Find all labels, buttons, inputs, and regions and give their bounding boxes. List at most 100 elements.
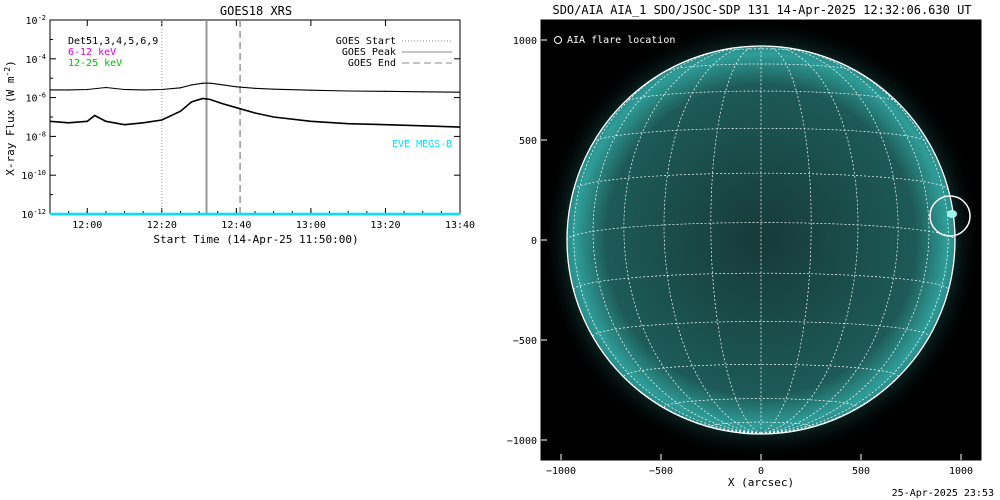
goes-series-point-0 xyxy=(254,87,256,89)
aia-y-tick-label: 0 xyxy=(531,236,537,247)
legend-goes-end: GOES End xyxy=(348,58,396,69)
goes-series-point-0 xyxy=(220,84,223,86)
goes-series-point-1 xyxy=(347,123,349,125)
legend-circle-icon xyxy=(554,36,562,44)
goes-series-point-0 xyxy=(68,89,70,91)
grid-meridian xyxy=(663,45,762,434)
goes-series-point-0 xyxy=(142,89,144,91)
aia-x-tick-label: −1000 xyxy=(546,466,576,477)
goes-series-point-0 xyxy=(235,86,237,88)
flare-bright-spot xyxy=(947,210,957,218)
goes-series-point-2 xyxy=(459,213,461,215)
aia-x-tick-label: 1000 xyxy=(949,466,973,477)
goes-series-point-1 xyxy=(220,102,223,104)
aia-x-tick-label: −500 xyxy=(649,466,673,477)
goes-series-point-0 xyxy=(459,91,461,93)
goes-series-point-1 xyxy=(235,107,237,109)
footer-timestamp: 25-Apr-2025 23:53 xyxy=(892,488,994,499)
grid-parallel xyxy=(592,321,930,337)
goes-x-tick-label: 12:20 xyxy=(147,220,177,231)
legend-goes-peak: GOES Peak xyxy=(342,47,396,58)
goes-title: GOES18 XRS xyxy=(220,4,292,18)
grid-meridian xyxy=(592,48,762,434)
grid-meridian xyxy=(760,48,930,434)
goes-series-point-0 xyxy=(310,89,312,91)
goes-series-point-0 xyxy=(123,88,126,91)
goes-series-point-0 xyxy=(273,88,275,90)
aia-image: AIA flare location xyxy=(541,20,981,460)
goes-y-tick-label: 10-12 xyxy=(21,208,46,221)
goes-y-tick-label: 10-8 xyxy=(26,130,46,143)
grid-parallel xyxy=(566,222,956,241)
goes-series-point-0 xyxy=(422,91,424,93)
grid-meridian xyxy=(760,57,949,434)
goes-series-point-1 xyxy=(142,122,144,124)
goes-series-point-0 xyxy=(161,88,163,91)
grid-meridian xyxy=(760,45,812,434)
goes-series-point-1 xyxy=(459,126,461,128)
aia-panel: SDO/AIA AIA_1 SDO/JSOC-SDP 131 14-Apr-20… xyxy=(507,3,982,489)
grid-parallel xyxy=(624,90,898,103)
aia-y-tick-label: −1000 xyxy=(507,436,537,447)
aia-y-tick-label: 1000 xyxy=(513,36,537,47)
solar-limb xyxy=(566,45,956,435)
goes-series-point-1 xyxy=(310,120,312,122)
goes-x-tick-label: 12:40 xyxy=(221,220,251,231)
goes-series-point-1 xyxy=(422,125,424,127)
aia-x-tick-label: 0 xyxy=(758,466,764,477)
goes-series-point-0 xyxy=(49,89,51,91)
legend-6-12kev: 6-12 keV xyxy=(68,47,116,58)
goes-series-point-0 xyxy=(347,90,349,92)
grid-meridian xyxy=(760,46,899,434)
goes-x-tick-label: 12:00 xyxy=(72,220,102,231)
grid-parallel xyxy=(592,127,930,143)
grid-parallel xyxy=(573,272,949,291)
goes-series-point-1 xyxy=(202,97,204,100)
grid-meridian xyxy=(573,57,762,434)
goes-y-tick-label: 10-2 xyxy=(26,14,46,27)
aia-x-label: X (arcsec) xyxy=(728,476,794,489)
goes-series-point-0 xyxy=(105,86,107,89)
goes-series-line-0 xyxy=(50,82,461,93)
goes-series-point-1 xyxy=(191,101,193,103)
goes-series-point-1 xyxy=(105,120,107,122)
grid-meridian xyxy=(710,45,762,434)
goes-series-point-1 xyxy=(123,124,126,126)
legend-goes-start: GOES Start xyxy=(336,36,396,47)
grid-parallel xyxy=(573,172,949,190)
eve-megs-label: EVE MEGS-B xyxy=(392,139,452,150)
goes-series-group xyxy=(49,82,461,216)
goes-legend-left: Det51,3,4,5,6,9 6-12 keV 12-25 keV xyxy=(68,36,158,69)
aia-axes: −1000 −500 0 500 1000 1000 500 0 −500 −1000 xyxy=(507,36,973,477)
aia-y-tick-label: −500 xyxy=(513,336,537,347)
goes-x-label: Start Time (14-Apr-25 11:50:00) xyxy=(153,233,358,246)
aia-x-tick-label: 500 xyxy=(852,466,870,477)
flare-location-circle xyxy=(929,195,971,237)
grid-meridian xyxy=(623,46,762,434)
goes-panel: GOES18 XRS 10-12 10-10 10-8 10-6 10-4 10-2 12… xyxy=(3,4,475,246)
goes-series-point-2 xyxy=(49,213,51,215)
goes-series-point-1 xyxy=(209,98,211,101)
aia-title: SDO/AIA AIA_1 SDO/JSOC-SDP 131 14-Apr-20… xyxy=(552,3,971,17)
goes-series-point-1 xyxy=(273,116,275,118)
goes-y-label: X-ray Flux (W m-2) xyxy=(3,60,17,176)
goes-y-tick-label: 10-4 xyxy=(26,53,46,66)
goes-series-point-1 xyxy=(161,119,163,121)
goes-series-point-1 xyxy=(384,124,387,126)
goes-x-axis: 12:00 12:20 12:40 13:00 13:20 13:40 xyxy=(49,20,475,231)
goes-x-tick-label: 13:40 xyxy=(445,220,475,231)
goes-series-point-0 xyxy=(202,82,204,84)
goes-y-tick-label: 10-10 xyxy=(21,169,46,182)
goes-series-point-0 xyxy=(191,84,193,86)
legend-12-25kev: 12-25 keV xyxy=(68,58,122,69)
goes-x-tick-label: 13:20 xyxy=(370,220,400,231)
goes-series-point-1 xyxy=(49,120,51,122)
goes-series-point-1 xyxy=(179,110,182,112)
goes-series-point-0 xyxy=(384,90,387,92)
goes-y-tick-label: 10-6 xyxy=(26,92,46,105)
goes-series-point-0 xyxy=(179,87,182,89)
aia-y-tick-label: 500 xyxy=(519,136,537,147)
aia-legend-text: AIA flare location xyxy=(567,35,675,46)
grid-parallel xyxy=(665,63,857,72)
goes-y-axis: 10-12 10-10 10-8 10-6 10-4 10-2 xyxy=(21,14,460,221)
